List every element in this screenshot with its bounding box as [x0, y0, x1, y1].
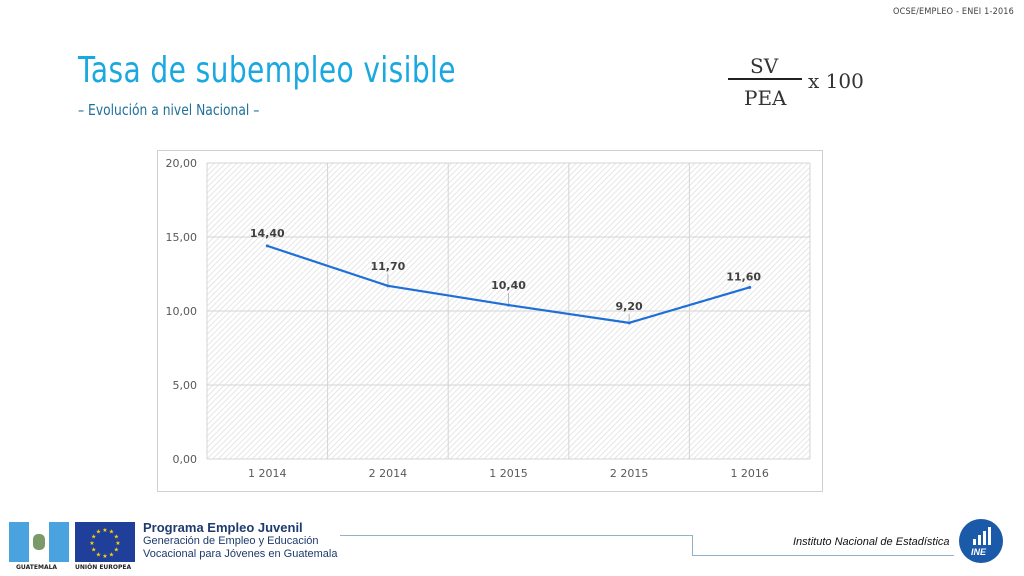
- eu-star-icon: ★: [91, 547, 96, 554]
- data-label: 10,40: [491, 279, 526, 292]
- program-title: Programa Empleo Juvenil: [143, 520, 303, 535]
- y-tick-label: 5,00: [173, 379, 198, 392]
- slide-reference: OCSE/EMPLEO - ENEI 1-2016: [893, 7, 1014, 17]
- institute-name: Instituto Nacional de Estadística: [793, 536, 950, 548]
- data-point: [265, 244, 269, 248]
- eu-star-icon: ★: [114, 547, 119, 554]
- eu-label: UNIÓN EUROPEA: [75, 564, 132, 571]
- eu-star-icon: ★: [109, 551, 114, 558]
- line-chart: 0,00 5,00 10,00 15,00 20,00 1 2014 2 2014 1 201…: [157, 150, 823, 492]
- x-tick-label: 2 2015: [610, 467, 649, 480]
- ine-logo-icon: INE: [959, 519, 1003, 563]
- program-line-3: Vocacional para Jóvenes en Guatemala: [143, 548, 338, 560]
- eu-star-icon: ★: [115, 540, 120, 547]
- guatemala-label: GUATEMALA: [16, 564, 58, 571]
- y-tick-label: 20,00: [166, 157, 198, 170]
- y-tick-label: 0,00: [173, 453, 198, 466]
- eu-star-icon: ★: [102, 527, 107, 534]
- footer-divider-step: [692, 535, 693, 555]
- footer-divider: [340, 535, 692, 536]
- formula-multiplier: x 100: [808, 69, 864, 93]
- eu-star-icon: ★: [89, 540, 94, 547]
- slide-title: Tasa de subempleo visible: [78, 50, 456, 91]
- y-tick-label: 10,00: [166, 305, 198, 318]
- x-tick-label: 1 2015: [489, 467, 528, 480]
- footer-divider-bottom: [692, 555, 954, 556]
- eu-star-icon: ★: [91, 534, 96, 541]
- data-label: 11,70: [371, 260, 406, 273]
- program-line-2: Generación de Empleo y Educación: [143, 535, 319, 547]
- eu-star-icon: ★: [96, 529, 101, 536]
- eu-star-icon: ★: [109, 529, 114, 536]
- x-tick-label: 2 2014: [369, 467, 408, 480]
- fraction-bar: [728, 78, 802, 80]
- program-block: Programa Empleo Juvenil Generación de Em…: [143, 520, 337, 561]
- data-label: 9,20: [616, 300, 643, 313]
- data-point: [748, 285, 752, 289]
- chart-svg: 0,00 5,00 10,00 15,00 20,00 1 2014 2 2014 1 201…: [166, 157, 811, 480]
- data-point: [507, 303, 510, 307]
- guatemala-flag-icon: [9, 522, 69, 562]
- eu-flag-icon: ★ ★ ★ ★ ★ ★ ★ ★ ★ ★ ★ ★: [75, 522, 135, 562]
- eu-star-icon: ★: [102, 553, 107, 560]
- slide-subtitle: – Evolución a nivel Nacional –: [78, 101, 260, 119]
- data-label: 14,40: [250, 227, 285, 240]
- eu-star-icon: ★: [96, 551, 101, 558]
- formula-denominator: PEA: [744, 86, 787, 110]
- formula: SV PEA x 100: [726, 50, 876, 112]
- ine-logo-label: INE: [971, 547, 987, 557]
- data-point: [627, 321, 631, 325]
- eu-star-icon: ★: [114, 534, 119, 541]
- data-point: [386, 284, 390, 288]
- y-tick-label: 15,00: [166, 231, 198, 244]
- formula-numerator: SV: [750, 54, 779, 78]
- x-tick-label: 1 2014: [248, 467, 286, 480]
- x-tick-label: 1 2016: [730, 467, 769, 480]
- data-label: 11,60: [726, 270, 761, 283]
